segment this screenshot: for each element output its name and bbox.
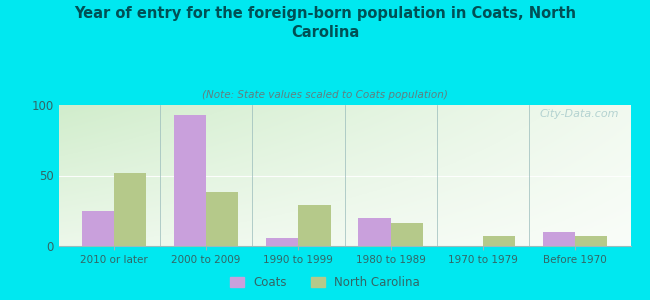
Bar	[174, 115, 206, 246]
Bar	[483, 236, 515, 246]
Text: Year of entry for the foreign-born population in Coats, North
Carolina: Year of entry for the foreign-born popul…	[74, 6, 576, 40]
Bar	[298, 205, 331, 246]
Bar	[266, 238, 298, 246]
Bar	[543, 232, 575, 246]
Bar	[575, 236, 608, 246]
Legend: Coats, North Carolina: Coats, North Carolina	[226, 272, 424, 294]
Text: City-Data.com: City-Data.com	[540, 109, 619, 119]
Bar	[206, 192, 239, 246]
Bar	[114, 173, 146, 246]
Bar	[81, 211, 114, 246]
Bar	[358, 218, 391, 246]
Text: (Note: State values scaled to Coats population): (Note: State values scaled to Coats popu…	[202, 90, 448, 100]
Bar	[391, 224, 423, 246]
